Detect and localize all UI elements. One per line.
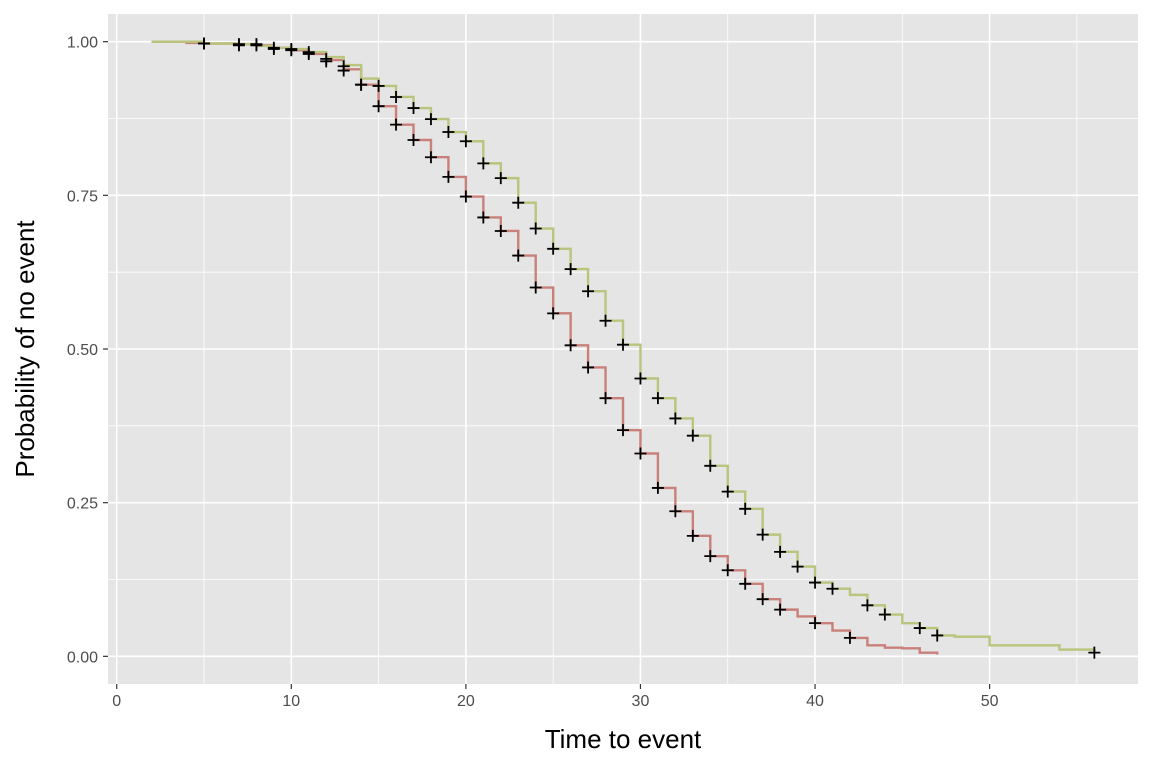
- censor-mark: [861, 599, 874, 612]
- censor-mark: [878, 608, 891, 621]
- x-axis-title: Time to event: [545, 724, 702, 754]
- censor-mark: [686, 429, 699, 442]
- censor-mark: [355, 78, 368, 91]
- censor-mark: [669, 412, 682, 425]
- censor-mark: [232, 38, 245, 51]
- x-tick-label: 40: [806, 693, 824, 710]
- x-axis: 0 10 20 30 40 50: [112, 684, 999, 710]
- censor-mark: [704, 459, 717, 472]
- censor-mark: [547, 307, 560, 320]
- censor-mark: [424, 113, 437, 126]
- censor-mark: [599, 314, 612, 327]
- censor-mark: [459, 135, 472, 148]
- censor-mark: [809, 617, 822, 630]
- censor-mark: [372, 79, 385, 92]
- censor-mark: [302, 46, 315, 59]
- censor-mark: [442, 170, 455, 183]
- censor-mark: [407, 134, 420, 147]
- censor-mark: [774, 545, 787, 558]
- x-tick-label: 10: [282, 693, 300, 710]
- censor-mark: [704, 550, 717, 563]
- censor-mark: [582, 361, 595, 374]
- censor-mark: [651, 481, 664, 494]
- censor-mark: [494, 224, 507, 237]
- censor-mark: [774, 603, 787, 616]
- censor-mark: [931, 629, 944, 642]
- censor-mark: [547, 242, 560, 255]
- y-tick-label: 0.50: [67, 342, 98, 359]
- censor-mark: [267, 41, 280, 54]
- censor-mark: [721, 564, 734, 577]
- censor-mark: [809, 576, 822, 589]
- censor-mark: [843, 631, 856, 644]
- censor-mark: [529, 281, 542, 294]
- censor-mark: [512, 249, 525, 262]
- censor-mark: [756, 593, 769, 606]
- y-tick-label: 0.00: [67, 649, 98, 666]
- censor-mark: [756, 528, 769, 541]
- censor-mark: [424, 151, 437, 164]
- y-tick-label: 0.25: [67, 496, 98, 513]
- censor-mark: [285, 43, 298, 56]
- censor-mark: [564, 339, 577, 352]
- censor-mark: [739, 502, 752, 515]
- censor-mark: [791, 560, 804, 573]
- censor-mark: [320, 52, 333, 65]
- censor-mark: [477, 211, 490, 224]
- censor-mark: [617, 338, 629, 351]
- x-tick-label: 20: [457, 693, 475, 710]
- censor-mark: [337, 60, 350, 73]
- censor-marks: [198, 37, 1101, 659]
- censor-mark: [651, 392, 664, 405]
- x-tick-label: 0: [112, 693, 121, 710]
- censor-mark: [442, 126, 455, 139]
- y-axis-title: Probability of no event: [10, 220, 40, 478]
- censor-mark: [913, 622, 926, 635]
- censor-mark: [512, 196, 525, 209]
- censor-mark: [634, 447, 647, 460]
- y-axis: 0.00 0.25 0.50 0.75 1.00: [67, 35, 108, 666]
- censor-mark: [669, 505, 682, 518]
- censor-mark: [390, 90, 403, 103]
- censor-mark: [250, 38, 263, 51]
- censor-mark: [826, 582, 839, 595]
- censor-mark: [198, 37, 211, 50]
- censor-mark: [494, 172, 507, 185]
- y-tick-label: 1.00: [67, 35, 98, 52]
- censor-mark: [390, 118, 403, 131]
- censor-mark: [459, 190, 472, 203]
- censor-mark: [739, 577, 752, 590]
- y-tick-label: 0.75: [67, 188, 98, 205]
- censor-mark: [477, 157, 490, 170]
- censor-mark: [599, 392, 612, 405]
- censor-mark: [1088, 646, 1101, 659]
- x-tick-label: 50: [981, 693, 999, 710]
- censor-mark: [634, 372, 647, 385]
- censor-mark: [372, 100, 385, 113]
- censor-mark: [686, 529, 699, 542]
- censor-mark: [529, 222, 542, 235]
- censor-mark: [721, 485, 734, 498]
- x-tick-label: 30: [632, 693, 650, 710]
- censor-mark: [564, 263, 577, 276]
- censor-mark: [582, 285, 595, 298]
- censor-mark: [617, 424, 629, 437]
- censor-mark: [407, 102, 420, 115]
